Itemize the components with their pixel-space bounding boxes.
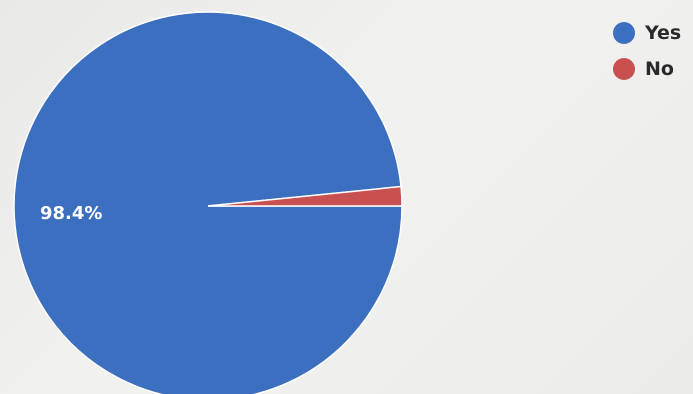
legend-item-yes: Yes [613,22,681,44]
legend-swatch-no [613,58,635,80]
legend-swatch-yes [613,22,635,44]
data-label-yes: 98.4% [40,203,102,224]
pie-slice-yes [13,11,403,394]
legend: Yes No [613,22,681,94]
legend-label-yes: Yes [645,22,682,44]
legend-label-no: No [645,58,674,80]
pie-slice-no [207,185,403,207]
legend-item-no: No [613,58,681,80]
